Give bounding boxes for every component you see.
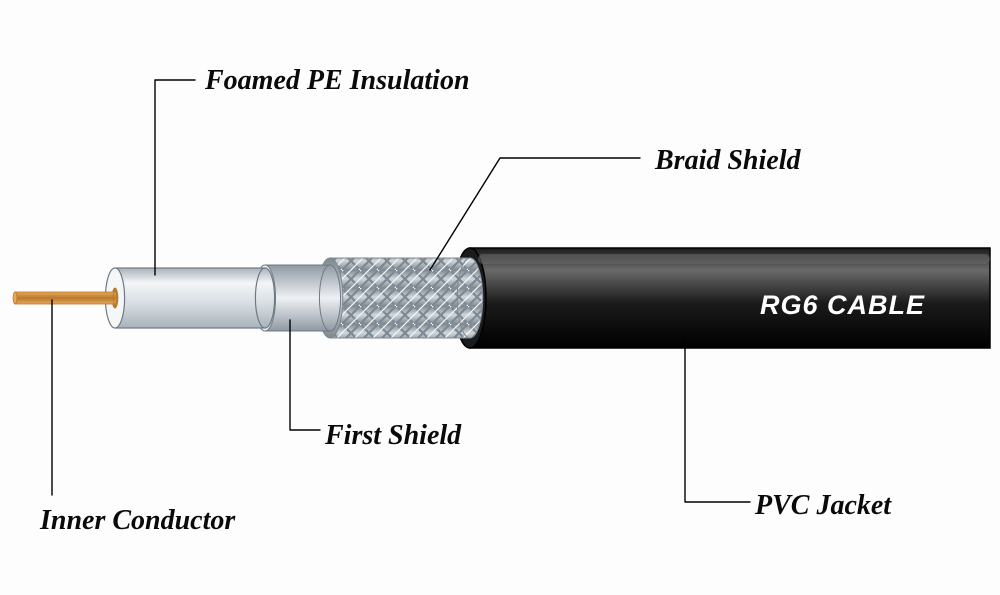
label-braid-shield: Braid Shield [655,145,800,177]
label-first-shield: First Shield [325,420,461,452]
cable-name-text: RG6 CABLE [760,290,925,321]
label-pvc-jacket: PVC Jacket [755,490,891,522]
label-inner-conductor: Inner Conductor [40,505,235,537]
label-foamed-pe-insulation: Foamed PE Insulation [205,65,470,97]
diagram-stage: Foamed PE Insulation Braid Shield First … [0,0,1000,595]
